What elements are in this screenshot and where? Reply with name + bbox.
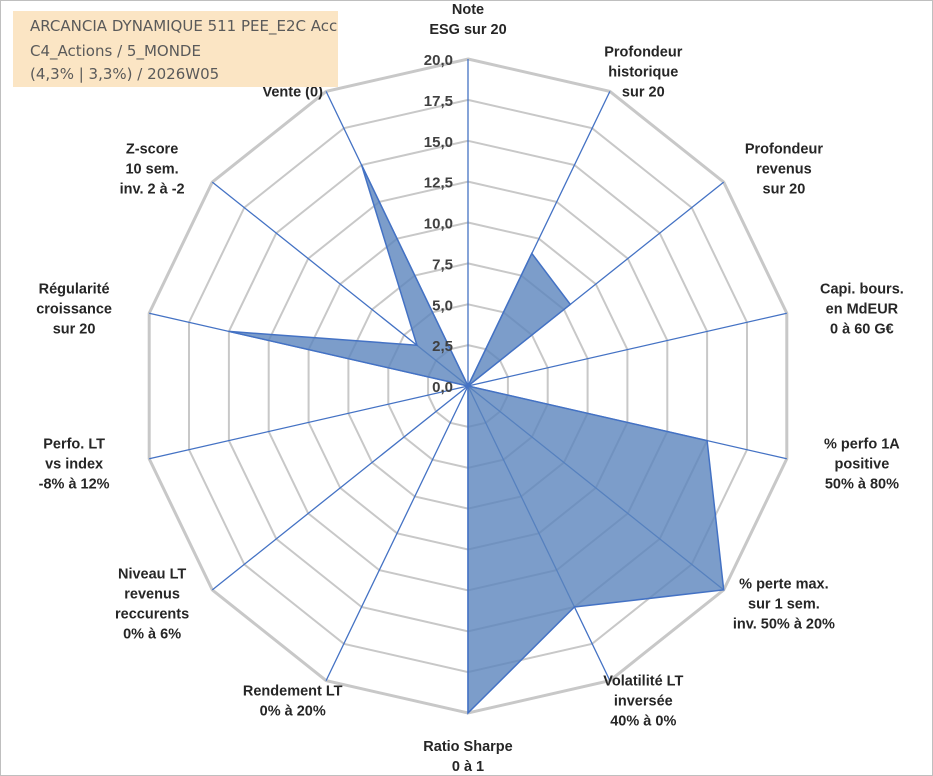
axis-label-line: reccurents	[115, 607, 189, 623]
spoke-rendement-lt	[325, 385, 469, 681]
axis-label-perfo-lt: Perfo. LT vs index -8% à 12%	[39, 437, 110, 493]
axis-label-line: 50% à 80%	[825, 477, 899, 493]
axis-label-line: revenus	[124, 587, 180, 603]
tick-label-6: 15,0	[424, 134, 453, 151]
axis-label-line: Régularité	[39, 281, 110, 297]
axis-label-line: Z-score	[126, 141, 178, 157]
axis-label-line: % perfo 1A	[824, 437, 900, 453]
data-series-area	[228, 164, 725, 715]
axis-label-line: ESG sur 20	[429, 22, 506, 38]
axis-label-line: 0% à 6%	[123, 627, 181, 643]
fund-name: ARCANCIA DYNAMIQUE 511 PEE_E2C Acc	[30, 17, 338, 35]
spoke-capi-bours	[467, 312, 787, 387]
axis-label-line: historique	[608, 65, 678, 81]
axis-label-ratio-sharpe: Ratio Sharpe 0 à 1	[423, 739, 512, 775]
axis-label-line: 0 à 1	[452, 759, 484, 775]
axis-label-line: sur 20	[622, 85, 665, 101]
axis-label-line: Rendement LT	[243, 683, 343, 699]
axis-label-capi-bours: Capi. bours. en MdEUR 0 à 60 G€	[820, 281, 904, 337]
axis-label-line: Vente (0)	[262, 85, 323, 101]
axis-label-line: Ratio Sharpe	[423, 739, 512, 755]
axis-label-line: sur 20	[53, 321, 96, 337]
tick-label-1: 2,5	[432, 338, 453, 355]
axis-label-perte-max: % perte max. sur 1 sem. inv. 50% à 20%	[733, 577, 835, 633]
axis-label-line: vs index	[45, 457, 103, 473]
axis-label-line: 0% à 20%	[260, 703, 326, 719]
axis-label-line: sur 20	[763, 181, 806, 197]
tick-label-0: 0,0	[432, 379, 453, 396]
axis-label-line: Perfo. LT	[43, 437, 105, 453]
axis-label-line: positive	[835, 457, 890, 473]
spoke-niveau-lt	[211, 385, 469, 591]
axis-label-volatilite-lt: Volatilité LT inversée 40% à 0%	[603, 673, 683, 729]
radar-series	[228, 164, 725, 715]
axis-labels: Note ESG sur 20 Profondeur historique sur 20…	[36, 2, 904, 775]
axis-label-note: Note ESG sur 20	[429, 2, 506, 38]
axis-label-line: inv. 50% à 20%	[733, 617, 835, 633]
axis-label-line: % perte max.	[739, 577, 828, 593]
axis-label-line: inversée	[614, 693, 673, 709]
tick-label-5: 12,5	[424, 175, 453, 192]
axis-label-line: -8% à 12%	[39, 477, 110, 493]
axis-label-rendement-lt: Rendement LT 0% à 20%	[243, 683, 343, 719]
fund-stats: (4,3% | 3,3%) / 2026W05	[30, 65, 220, 83]
tick-label-8: 20,0	[424, 52, 453, 69]
axis-label-line: 40% à 0%	[610, 713, 676, 729]
spoke-perfo-lt	[149, 385, 469, 460]
axis-label-line: 0 à 60 G€	[830, 321, 894, 337]
fund-title-box: ARCANCIA DYNAMIQUE 511 PEE_E2C Acc C4_Ac…	[13, 11, 338, 87]
axis-label-line: Volatilité LT	[603, 673, 683, 689]
tick-label-2: 5,0	[432, 297, 453, 314]
axis-label-niveau-lt: Niveau LT revenus reccurents 0% à 6%	[115, 567, 189, 643]
axis-label-line: 10 sem.	[125, 161, 178, 177]
tick-label-4: 10,0	[424, 216, 453, 233]
axis-label-regularite: Régularité croissance sur 20	[36, 281, 112, 337]
axis-label-line: revenus	[756, 161, 812, 177]
axis-label-profondeur: Profondeur historique sur 20	[604, 45, 682, 101]
axis-label-profondeur: Profondeur revenus sur 20	[745, 141, 823, 197]
axis-label-line: inv. 2 à -2	[120, 181, 185, 197]
axis-label-z-score: Z-score 10 sem. inv. 2 à -2	[120, 141, 185, 197]
axis-label-line: Note	[452, 2, 484, 18]
axis-label-line: Profondeur	[604, 45, 682, 61]
axis-label-line: sur 1 sem.	[748, 597, 820, 613]
axis-label-line: Profondeur	[745, 141, 823, 157]
axis-label-line: croissance	[36, 301, 112, 317]
fund-category: C4_Actions / 5_MONDE	[30, 42, 201, 60]
axis-label-line: Capi. bours.	[820, 281, 904, 297]
radial-tick-labels: 0,0 2,5 5,0 7,5 10,0 12,5 15,0 17,5 20,0	[424, 52, 453, 396]
axis-label-line: en MdEUR	[826, 301, 899, 317]
axis-label-perfo-1a: % perfo 1A positive 50% à 80%	[824, 437, 900, 493]
tick-label-7: 17,5	[424, 93, 453, 110]
tick-label-3: 7,5	[432, 256, 453, 273]
axis-label-line: Niveau LT	[118, 567, 186, 583]
